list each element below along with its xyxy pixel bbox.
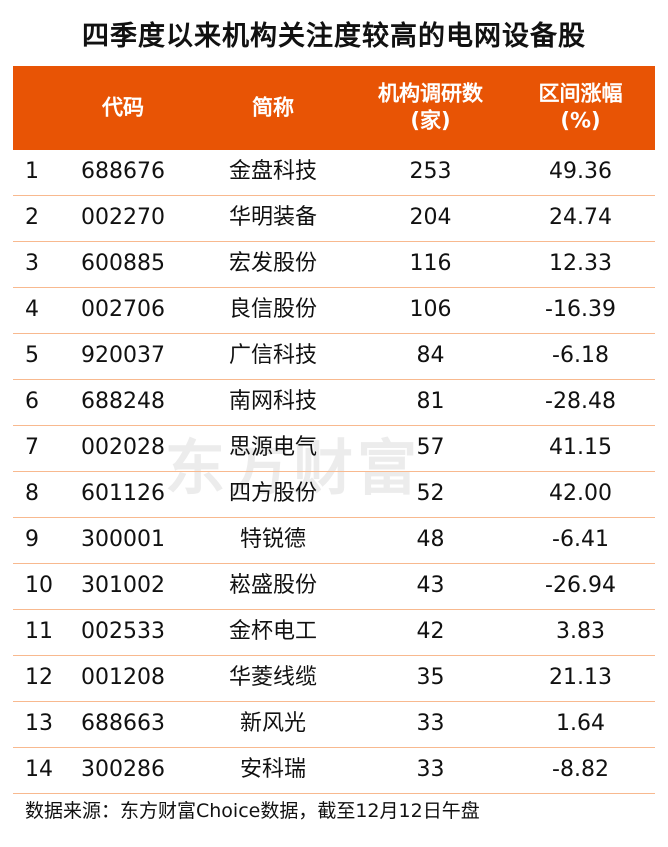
- stock-code: 301002: [81, 573, 165, 598]
- row-index: 9: [25, 527, 39, 552]
- survey-count: 48: [416, 527, 445, 552]
- table-row: 6 688248 南网科技 81 -28.48: [13, 380, 655, 426]
- source-note: 数据来源：东方财富Choice数据，截至12月12日午盘: [25, 800, 480, 822]
- row-index: 10: [25, 573, 53, 598]
- row-index: 8: [25, 481, 39, 506]
- table-row: 5 920037 广信科技 84 -6.18: [13, 334, 655, 380]
- stock-code: 300001: [81, 527, 165, 552]
- watermark-logo: 东方财富: [165, 434, 421, 504]
- stock-code: 002533: [81, 619, 165, 644]
- stock-name: 思源电气: [228, 435, 317, 460]
- survey-count: 42: [416, 619, 445, 644]
- table-row: 12 001208 华菱线缆 35 21.13: [13, 656, 655, 702]
- table-row: 1 688676 金盘科技 253 49.36: [13, 150, 655, 196]
- price-change: 12.33: [549, 251, 612, 276]
- survey-count: 84: [416, 343, 445, 368]
- price-change: 24.74: [549, 205, 612, 230]
- table-row: 9 300001 特锐德 48 -6.41: [13, 518, 655, 564]
- page-title: 四季度以来机构关注度较高的电网设备股: [82, 21, 586, 52]
- price-change: -6.41: [552, 527, 609, 552]
- stock-name: 宏发股份: [228, 251, 317, 276]
- stock-name: 新风光: [239, 711, 306, 736]
- stock-code: 002706: [81, 297, 165, 322]
- stock-code: 601126: [81, 481, 165, 506]
- row-index: 6: [25, 389, 39, 414]
- price-change: -6.18: [552, 343, 609, 368]
- row-index: 7: [25, 435, 39, 460]
- table-row: 10 301002 崧盛股份 43 -26.94: [13, 564, 655, 610]
- row-index: 12: [25, 665, 53, 690]
- price-change: -8.82: [552, 757, 609, 782]
- stock-code: 920037: [81, 343, 165, 368]
- header-count: 机构调研数 (家): [378, 81, 483, 133]
- stock-code: 300286: [81, 757, 165, 782]
- survey-count: 204: [409, 205, 452, 230]
- table-row: 3 600885 宏发股份 116 12.33: [13, 242, 655, 288]
- row-index: 3: [25, 251, 39, 276]
- survey-count: 81: [416, 389, 445, 414]
- row-index: 13: [25, 711, 53, 736]
- row-index: 4: [25, 297, 39, 322]
- stock-name: 金杯电工: [228, 619, 317, 644]
- stock-name: 四方股份: [228, 481, 317, 506]
- table-row: 13 688663 新风光 33 1.64: [13, 702, 655, 748]
- row-index: 14: [25, 757, 53, 782]
- price-change: 42.00: [549, 481, 612, 506]
- survey-count: 116: [409, 251, 452, 276]
- stock-name: 南网科技: [228, 389, 317, 414]
- stock-name: 广信科技: [228, 343, 317, 368]
- price-change: 21.13: [549, 665, 612, 690]
- price-change: -26.94: [545, 573, 616, 598]
- table-row: 2 002270 华明装备 204 24.74: [13, 196, 655, 242]
- row-index: 5: [25, 343, 39, 368]
- price-change: 41.15: [549, 435, 612, 460]
- row-index: 11: [25, 619, 53, 644]
- table-row: 8 601126 四方股份 52 42.00: [13, 472, 655, 518]
- stock-name: 崧盛股份: [228, 573, 317, 598]
- table-row: 4 002706 良信股份 106 -16.39: [13, 288, 655, 334]
- stock-name: 安科瑞: [239, 757, 306, 782]
- data-table: 代码 简称 机构调研数 (家) 区间涨幅 (%) 1 688676 金盘科技 253 4…: [13, 66, 655, 794]
- survey-count: 253: [409, 159, 452, 184]
- header-change: 区间涨幅 (%): [538, 81, 623, 133]
- stock-code: 688676: [81, 159, 165, 184]
- stock-name: 华菱线缆: [228, 665, 317, 690]
- row-index: 1: [25, 159, 39, 184]
- survey-count: 57: [416, 435, 445, 460]
- stock-code: 688248: [81, 389, 165, 414]
- table-row: 11 002533 金杯电工 42 3.83: [13, 610, 655, 656]
- stock-code: 688663: [81, 711, 165, 736]
- row-index: 2: [25, 205, 39, 230]
- survey-count: 33: [416, 757, 445, 782]
- stock-code: 002028: [81, 435, 165, 460]
- survey-count: 43: [416, 573, 445, 598]
- price-change: -16.39: [545, 297, 616, 322]
- stock-name: 特锐德: [239, 527, 306, 552]
- header-code: 代码: [102, 95, 144, 120]
- stock-name: 良信股份: [228, 297, 317, 322]
- price-change: 49.36: [549, 159, 612, 184]
- price-change: 3.83: [556, 619, 605, 644]
- survey-count: 106: [409, 297, 452, 322]
- stock-code: 600885: [81, 251, 165, 276]
- table-row: 14 300286 安科瑞 33 -8.82: [13, 748, 655, 794]
- table-header: 代码 简称 机构调研数 (家) 区间涨幅 (%): [13, 66, 655, 150]
- table-body: 1 688676 金盘科技 253 49.36 2 002270 华明装备 204 24.74 3 6…: [13, 150, 655, 794]
- survey-count: 33: [416, 711, 445, 736]
- survey-count: 35: [416, 665, 445, 690]
- header-name: 简称: [252, 95, 294, 120]
- table-row: 7 002028 思源电气 57 41.15: [13, 426, 655, 472]
- stock-name: 华明装备: [228, 205, 317, 230]
- price-change: 1.64: [556, 711, 605, 736]
- stock-name: 金盘科技: [228, 159, 317, 184]
- survey-count: 52: [416, 481, 445, 506]
- stock-code: 002270: [81, 205, 165, 230]
- stock-code: 001208: [81, 665, 165, 690]
- price-change: -28.48: [545, 389, 616, 414]
